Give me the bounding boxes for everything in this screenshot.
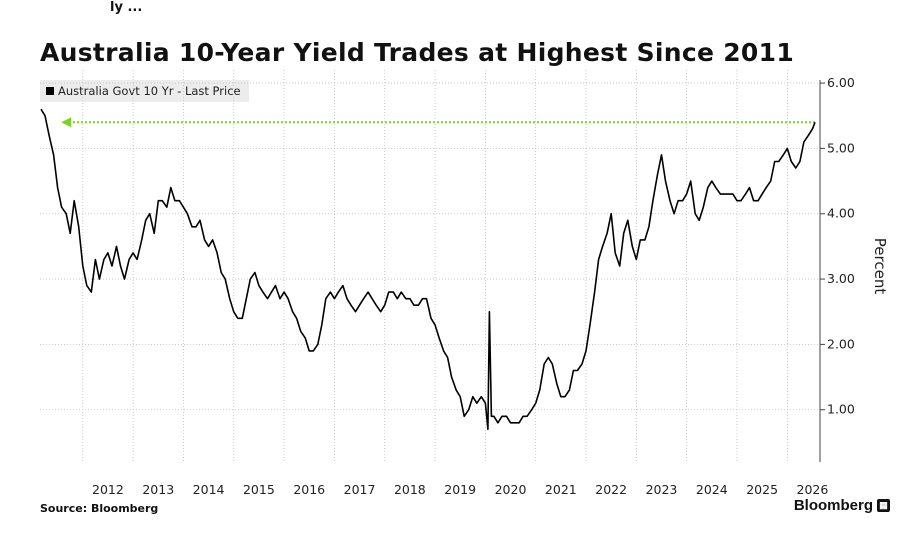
x-tick-label: 2021 (545, 482, 577, 497)
x-tick-label: 2016 (293, 482, 325, 497)
x-tick-label: 2026 (797, 482, 829, 497)
top-caption: ly ... (110, 0, 143, 15)
y-axis-title: Percent (871, 238, 889, 295)
x-tick-label: 2019 (444, 482, 476, 497)
chart-title: Australia 10-Year Yield Trades at Highes… (40, 38, 795, 67)
arrow-head (61, 117, 72, 128)
x-tick-label: 2013 (142, 482, 174, 497)
y-tick-label: 4.00 (827, 206, 855, 221)
brand-name: Bloomberg (793, 497, 873, 514)
y-tick-label: 6.00 (827, 75, 855, 90)
y-tick-label: 5.00 (827, 140, 855, 155)
x-tick-label: 2018 (394, 482, 426, 497)
x-tick-label: 2025 (746, 482, 778, 497)
x-tick-label: 2023 (646, 482, 678, 497)
x-tick-label: 2022 (595, 482, 627, 497)
grid (40, 70, 820, 462)
y-tick-label: 1.00 (827, 402, 855, 417)
reference-arrow (61, 117, 815, 128)
y-tick-label: 2.00 (827, 336, 855, 351)
legend: Australia Govt 10 Yr - Last Price (40, 80, 249, 102)
x-tick-label: 2014 (193, 482, 225, 497)
bloomberg-terminal-icon: ▦ (877, 499, 890, 512)
legend-label: Australia Govt 10 Yr - Last Price (58, 84, 241, 98)
y-tick-label: 3.00 (827, 271, 855, 286)
source-note: Source: Bloomberg (40, 502, 159, 515)
series-layer (40, 108, 816, 431)
axes (819, 80, 825, 462)
series-line (40, 108, 816, 431)
x-tick-label: 2017 (344, 482, 376, 497)
x-tick-label: 2024 (696, 482, 728, 497)
x-tick-label: 2015 (243, 482, 275, 497)
legend-swatch (46, 87, 54, 95)
tick-labels: 1.00 2.00 3.00 4.00 5.00 6.00 2012 2013 2014 2015… (92, 75, 889, 497)
x-tick-label: 2020 (495, 482, 527, 497)
brand-logo: Bloomberg ▦ (794, 497, 890, 514)
x-tick-label: 2012 (92, 482, 124, 497)
